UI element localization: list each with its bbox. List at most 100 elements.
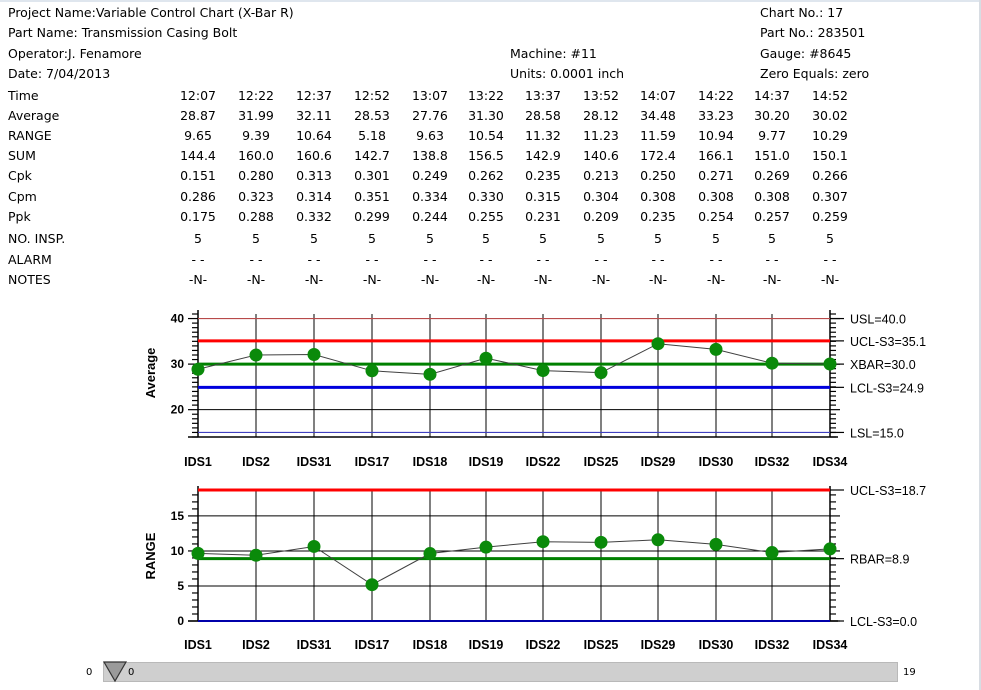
cell-range: 9.39 xyxy=(242,128,270,143)
data-point xyxy=(365,578,379,592)
cell-no-insp: 5 xyxy=(482,231,490,246)
data-point xyxy=(423,547,437,561)
data-point xyxy=(765,546,779,560)
cell-average: 30.02 xyxy=(812,108,848,123)
limit-label: RBAR=8.9 xyxy=(850,553,909,567)
cell-sum: 138.8 xyxy=(412,148,448,163)
cell-ppk: 0.231 xyxy=(525,209,561,224)
row-label-notes: NOTES xyxy=(8,272,51,287)
x-category-label: IDS34 xyxy=(813,455,848,469)
data-point xyxy=(249,548,263,562)
x-category-label: IDS30 xyxy=(699,638,734,652)
cell-time: 14:07 xyxy=(639,88,677,103)
series-line xyxy=(197,539,831,586)
x-category-label: IDS18 xyxy=(413,455,448,469)
data-point xyxy=(365,364,379,378)
cell-average: 31.99 xyxy=(238,108,274,123)
scroll-thumb-label: 0 xyxy=(128,667,135,678)
cell-notes: -N- xyxy=(476,272,496,287)
zero-equals: Zero Equals: zero xyxy=(760,66,870,81)
cell-alarm: - - xyxy=(765,252,779,267)
y-tick-label: 5 xyxy=(177,579,184,593)
cell-time: 14:52 xyxy=(811,88,849,103)
cell-alarm: - - xyxy=(536,252,550,267)
data-point xyxy=(307,539,321,553)
series-line xyxy=(197,343,831,375)
cell-cpm: 0.314 xyxy=(296,189,332,204)
cell-alarm: - - xyxy=(249,252,263,267)
cell-sum: 172.4 xyxy=(640,148,676,163)
cell-time: 12:22 xyxy=(237,88,275,103)
cell-cpm: 0.351 xyxy=(354,189,390,204)
data-point xyxy=(594,535,608,549)
data-point xyxy=(709,537,723,551)
cell-average: 33.23 xyxy=(698,108,734,123)
data-point xyxy=(479,540,493,554)
y-tick-label: 40 xyxy=(171,312,185,326)
row-label-alarm: ALARM xyxy=(8,252,52,267)
scroll-thumb-triangle-icon[interactable] xyxy=(102,661,128,683)
cell-range: 10.29 xyxy=(812,128,848,143)
cell-cpm: 0.286 xyxy=(180,189,216,204)
window-top-border xyxy=(0,0,981,2)
cell-sum: 160.0 xyxy=(238,148,274,163)
cell-notes: -N- xyxy=(820,272,840,287)
operator: Operator:J. Fenamore xyxy=(8,46,142,61)
cell-no-insp: 5 xyxy=(368,231,376,246)
x-category-label: IDS22 xyxy=(526,455,561,469)
cell-no-insp: 5 xyxy=(654,231,662,246)
cell-alarm: - - xyxy=(594,252,608,267)
cell-range: 10.94 xyxy=(698,128,734,143)
y-axis-label: Average xyxy=(143,348,158,399)
x-category-label: IDS30 xyxy=(699,455,734,469)
cell-range: 11.59 xyxy=(640,128,676,143)
limit-label: XBAR=30.0 xyxy=(850,358,916,372)
cell-sum: 151.0 xyxy=(754,148,790,163)
data-point xyxy=(307,347,321,361)
data-point xyxy=(651,337,665,351)
cell-average: 30.20 xyxy=(754,108,790,123)
data-point xyxy=(765,356,779,370)
cell-cpm: 0.308 xyxy=(640,189,676,204)
cell-no-insp: 5 xyxy=(826,231,834,246)
cell-range: 10.54 xyxy=(468,128,504,143)
cell-cpk: 0.280 xyxy=(238,168,274,183)
cell-ppk: 0.259 xyxy=(812,209,848,224)
cell-range: 5.18 xyxy=(358,128,386,143)
row-label-cpk: Cpk xyxy=(8,168,32,183)
cell-ppk: 0.288 xyxy=(238,209,274,224)
cell-cpm: 0.304 xyxy=(583,189,619,204)
cell-cpm: 0.330 xyxy=(468,189,504,204)
cell-cpk: 0.213 xyxy=(583,168,619,183)
cell-notes: -N- xyxy=(591,272,611,287)
row-label-time: Time xyxy=(8,88,39,103)
cell-ppk: 0.332 xyxy=(296,209,332,224)
cell-ppk: 0.209 xyxy=(583,209,619,224)
cell-no-insp: 5 xyxy=(597,231,605,246)
data-point xyxy=(191,546,205,560)
x-category-label: IDS25 xyxy=(584,638,619,652)
cell-sum: 144.4 xyxy=(180,148,216,163)
cell-sum: 160.6 xyxy=(296,148,332,163)
cell-no-insp: 5 xyxy=(252,231,260,246)
limit-label: UCL-S3=35.1 xyxy=(850,335,926,349)
cell-notes: -N- xyxy=(762,272,782,287)
cell-notes: -N- xyxy=(648,272,668,287)
cell-time: 13:52 xyxy=(582,88,620,103)
row-label-average: Average xyxy=(8,108,60,123)
x-category-label: IDS29 xyxy=(641,638,676,652)
cell-no-insp: 5 xyxy=(712,231,720,246)
data-point xyxy=(823,542,837,556)
cell-alarm: - - xyxy=(307,252,321,267)
cell-notes: -N- xyxy=(706,272,726,287)
x-category-label: IDS17 xyxy=(355,455,390,469)
cell-cpk: 0.262 xyxy=(468,168,504,183)
cell-cpm: 0.307 xyxy=(812,189,848,204)
cell-average: 31.30 xyxy=(468,108,504,123)
cell-sum: 142.7 xyxy=(354,148,390,163)
scroll-track[interactable] xyxy=(103,662,898,682)
cell-alarm: - - xyxy=(709,252,723,267)
data-point xyxy=(536,364,550,378)
y-tick-label: 20 xyxy=(171,403,185,417)
cell-cpk: 0.250 xyxy=(640,168,676,183)
